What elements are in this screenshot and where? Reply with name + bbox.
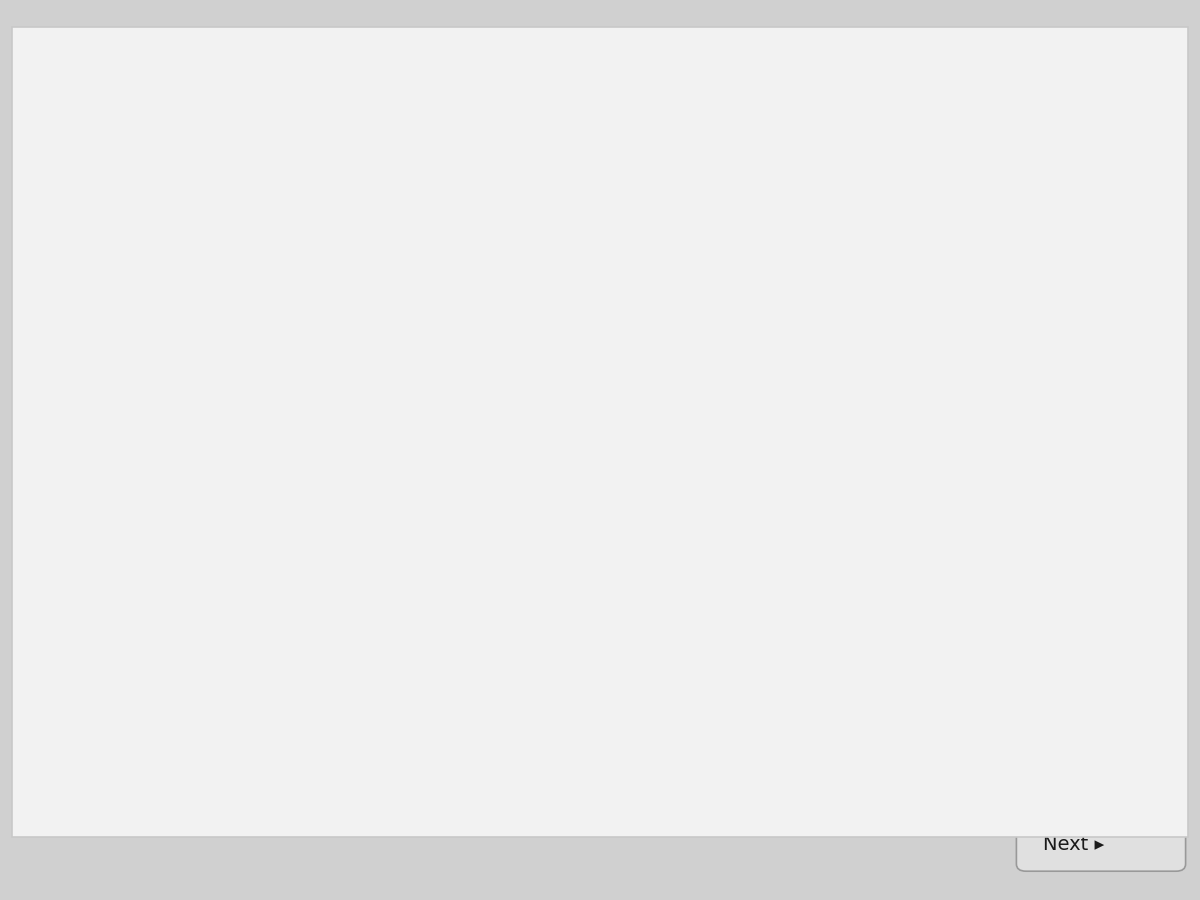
Text: $0.02x_1 - 0.05x_2 = -0.19$: $0.02x_1 - 0.05x_2 = -0.19$ <box>48 164 448 196</box>
Text: $x_1 = 5,\ x_2 = 8$: $x_1 = 5,\ x_2 = 8$ <box>90 403 286 434</box>
Text: $x_1 = 8,\ x_2 = 5$: $x_1 = 8,\ x_2 = 5$ <box>90 695 286 725</box>
Text: $x_1 = 8,\ x_2 = 7$: $x_1 = 8,\ x_2 = 7$ <box>90 598 286 628</box>
FancyBboxPatch shape <box>1016 807 1186 871</box>
Text: Next ▸: Next ▸ <box>1043 834 1105 854</box>
Text: $x_1 = 7,\ x_2 = 8$: $x_1 = 7,\ x_2 = 8$ <box>90 500 286 531</box>
Text: $0.03x_1 + 0.04x_2 = 0.52$: $0.03x_1 + 0.04x_2 = 0.52$ <box>48 258 407 291</box>
Text: Solve using Gaussian Elimination with back-substitution or Gauss Jordan: Solve using Gaussian Elimination with ba… <box>48 58 905 83</box>
